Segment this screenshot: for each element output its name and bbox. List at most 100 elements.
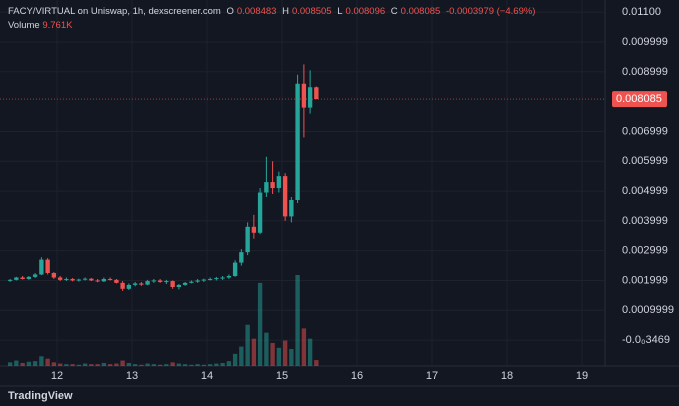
candle-body	[276, 176, 282, 189]
y-tick-label: 0.005999	[622, 155, 668, 167]
y-tick-label: -0.0₀3469	[622, 334, 670, 346]
candle-body	[251, 226, 257, 233]
x-tick-label: 14	[201, 370, 213, 382]
candle-body	[45, 259, 50, 274]
candle-body	[301, 83, 307, 108]
candle-body	[64, 278, 69, 280]
volume-bar	[101, 362, 107, 366]
candle-body	[307, 87, 313, 108]
x-tick-label: 12	[51, 370, 63, 382]
volume-bar	[132, 364, 138, 366]
candle-body	[176, 284, 182, 288]
volume-bar	[57, 363, 63, 366]
volume-bar	[251, 338, 257, 366]
volume-bar	[39, 356, 44, 366]
volume-bar	[201, 364, 207, 366]
volume-bar	[301, 328, 307, 366]
volume-bar	[207, 364, 213, 366]
volume-bar	[182, 364, 188, 366]
candle-body	[295, 83, 300, 200]
volume-bar	[176, 363, 182, 366]
volume-bar	[82, 363, 88, 366]
volume-bar	[239, 346, 244, 366]
volume-bar	[164, 364, 169, 366]
y-tick-label: 0.01100	[622, 6, 661, 18]
candle-body	[139, 283, 144, 285]
volume-legend: Volume 9.761K	[8, 20, 72, 31]
candle-body	[257, 192, 263, 233]
y-tick-label: 0.0009999	[622, 304, 674, 316]
volume-bar	[64, 364, 69, 366]
y-tick-label: 0.004999	[622, 185, 668, 197]
x-tick-label: 13	[126, 370, 138, 382]
candle-body	[7, 279, 13, 281]
volume-bar	[151, 364, 157, 366]
y-tick-label: 0.002999	[622, 245, 668, 257]
volume-bar	[189, 364, 194, 366]
x-tick-label: 17	[426, 370, 438, 382]
candle-body	[89, 278, 94, 281]
change: -0.0003979 (−4.69%)	[445, 6, 536, 17]
volume-bar	[307, 338, 313, 366]
volume-bar	[195, 364, 200, 366]
candle-body	[57, 277, 63, 280]
y-tick-label: 0.006999	[622, 125, 668, 137]
candle-body	[245, 226, 250, 253]
candles	[0, 64, 605, 291]
candle-body	[232, 262, 238, 276]
volume-bar	[170, 362, 175, 366]
last-price-label: 0.008085	[616, 93, 662, 105]
y-tick-label: 0.009999	[622, 36, 668, 48]
volume-bar	[226, 361, 232, 366]
candle-body	[95, 280, 100, 282]
candle-body	[126, 284, 132, 289]
candle-body	[107, 278, 113, 280]
candle-body	[70, 278, 75, 281]
x-tick-label: 16	[351, 370, 363, 382]
candle-body	[201, 279, 207, 281]
candle-body	[101, 278, 107, 282]
candle-body	[26, 276, 32, 279]
candle-body	[270, 182, 275, 189]
legend-header: FACY/VIRTUAL on Uniswap, 1h, dexscreener…	[8, 6, 538, 17]
volume-bar	[126, 362, 132, 366]
volume-bar	[245, 324, 250, 366]
volume-bar	[51, 362, 57, 366]
volume-bar	[270, 342, 275, 366]
volume-bar	[289, 349, 294, 366]
candle-body	[182, 282, 188, 285]
candle-body	[264, 182, 269, 193]
candle-body	[239, 252, 244, 263]
candle-body	[189, 281, 194, 283]
brand: TradingView	[8, 390, 73, 402]
candle-body	[314, 87, 319, 100]
symbol-title: FACY/VIRTUAL on Uniswap, 1h, dexscreener…	[8, 6, 221, 17]
volume-bar	[26, 361, 32, 366]
candle-body	[82, 278, 88, 280]
candle-body	[145, 281, 150, 285]
volume-bar	[70, 364, 75, 366]
candle-body	[207, 278, 213, 280]
candle-body	[39, 259, 44, 275]
volume-bar	[214, 363, 219, 366]
y-tick-label: 0.008999	[622, 66, 668, 78]
volume-bar	[107, 364, 113, 366]
y-tick-label: 0.001999	[622, 274, 668, 286]
volume-bar	[157, 364, 163, 366]
c-label: C	[390, 6, 398, 17]
volume-bar	[232, 353, 238, 366]
l-value: 0.008096	[345, 6, 386, 17]
candle-body	[164, 281, 169, 283]
volume-bar	[45, 358, 50, 366]
volume-bar	[14, 360, 19, 366]
candle-body	[76, 279, 82, 281]
volume-bar	[264, 332, 269, 366]
volume-bar	[276, 347, 282, 366]
candle-body	[132, 283, 138, 285]
axes: 0.01100 0.009999 0.008999 0.006999 0.005999 0…	[51, 6, 674, 382]
candle-body	[282, 176, 288, 217]
l-label: L	[337, 6, 343, 17]
candle-body	[289, 199, 294, 217]
